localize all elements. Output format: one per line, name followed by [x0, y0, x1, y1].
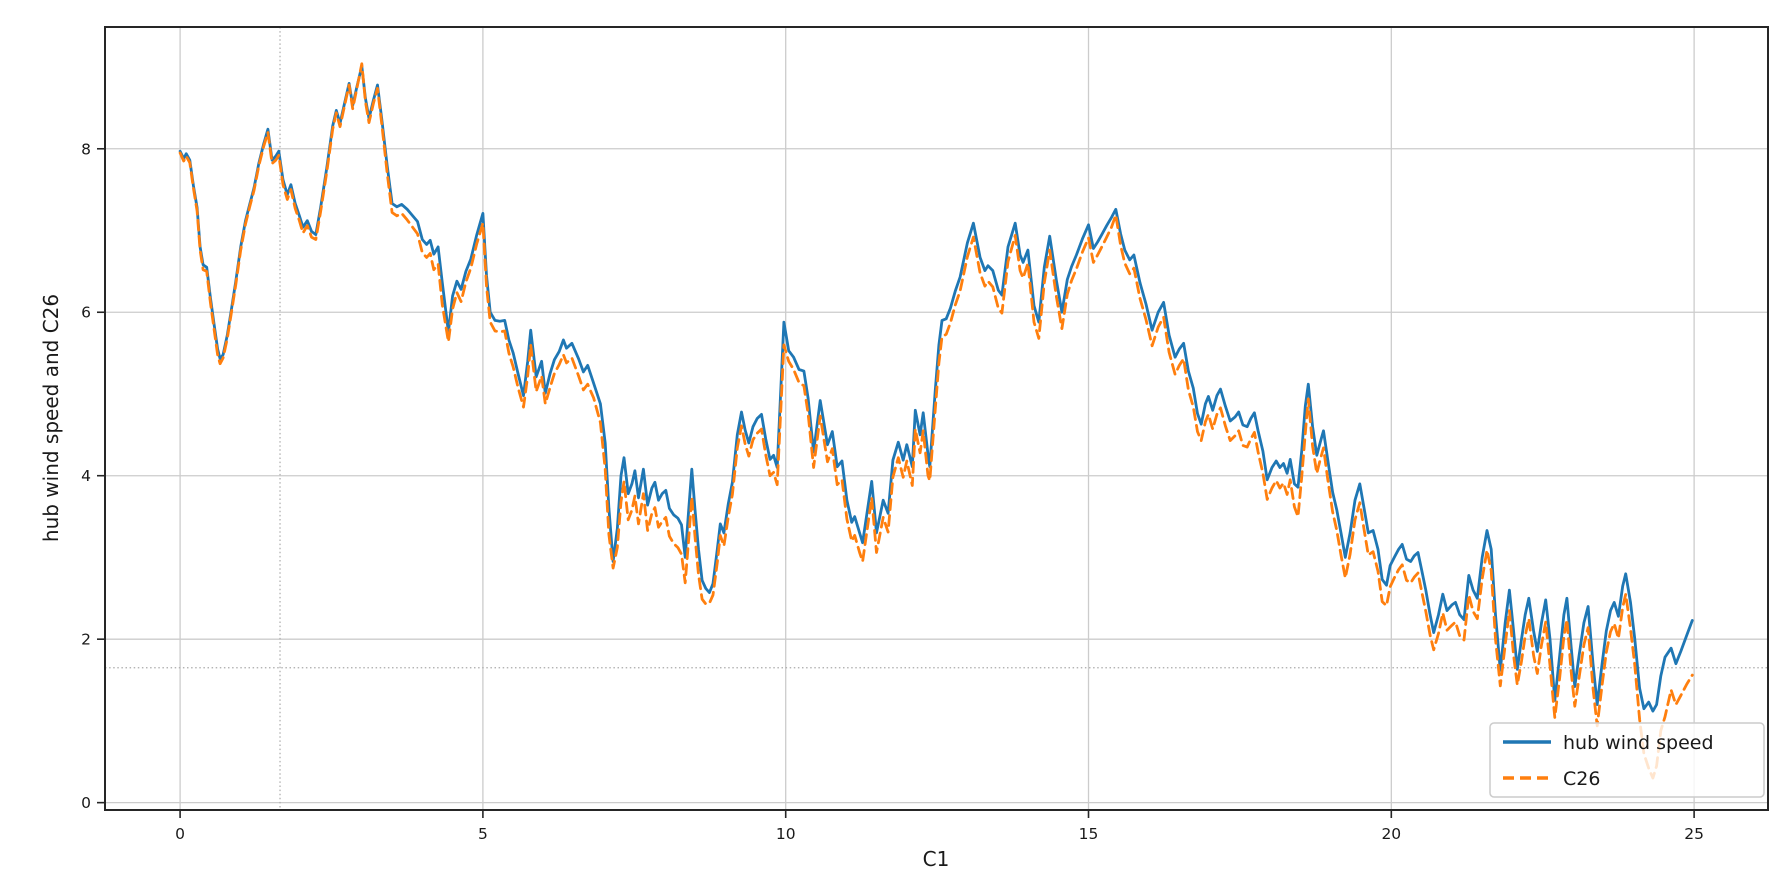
y-tick-label: 4: [81, 467, 91, 485]
x-tick-label: 10: [776, 825, 796, 843]
axes-layer: 0 5 10 15 20 25 0 2 4 6 8: [81, 26, 1769, 843]
legend: hub wind speed C26: [1489, 722, 1765, 798]
y-tick-label: 8: [81, 140, 91, 158]
x-tick-label: 0: [175, 825, 185, 843]
series-line-C26: [178, 62, 1694, 780]
series-layer: [178, 62, 1694, 780]
grid-layer: [105, 27, 1768, 810]
x-axis-label: C1: [923, 847, 950, 871]
y-tick-label: 2: [81, 631, 91, 649]
y-tick-label: 6: [81, 304, 91, 322]
plot-border: [104, 26, 1769, 811]
series-line-hub-wind-speed: [178, 64, 1694, 713]
legend-box: [1489, 722, 1765, 798]
y-axis-label: hub wind speed and C26: [39, 294, 63, 542]
x-tick-label: 5: [478, 825, 488, 843]
legend-label-C26: C26: [1563, 768, 1600, 790]
x-tick-label: 15: [1079, 825, 1099, 843]
y-tick-label: 0: [81, 794, 91, 812]
x-tick-label: 20: [1381, 825, 1401, 843]
x-tick-label: 25: [1684, 825, 1704, 843]
legend-label-hub-wind-speed: hub wind speed: [1563, 732, 1714, 754]
